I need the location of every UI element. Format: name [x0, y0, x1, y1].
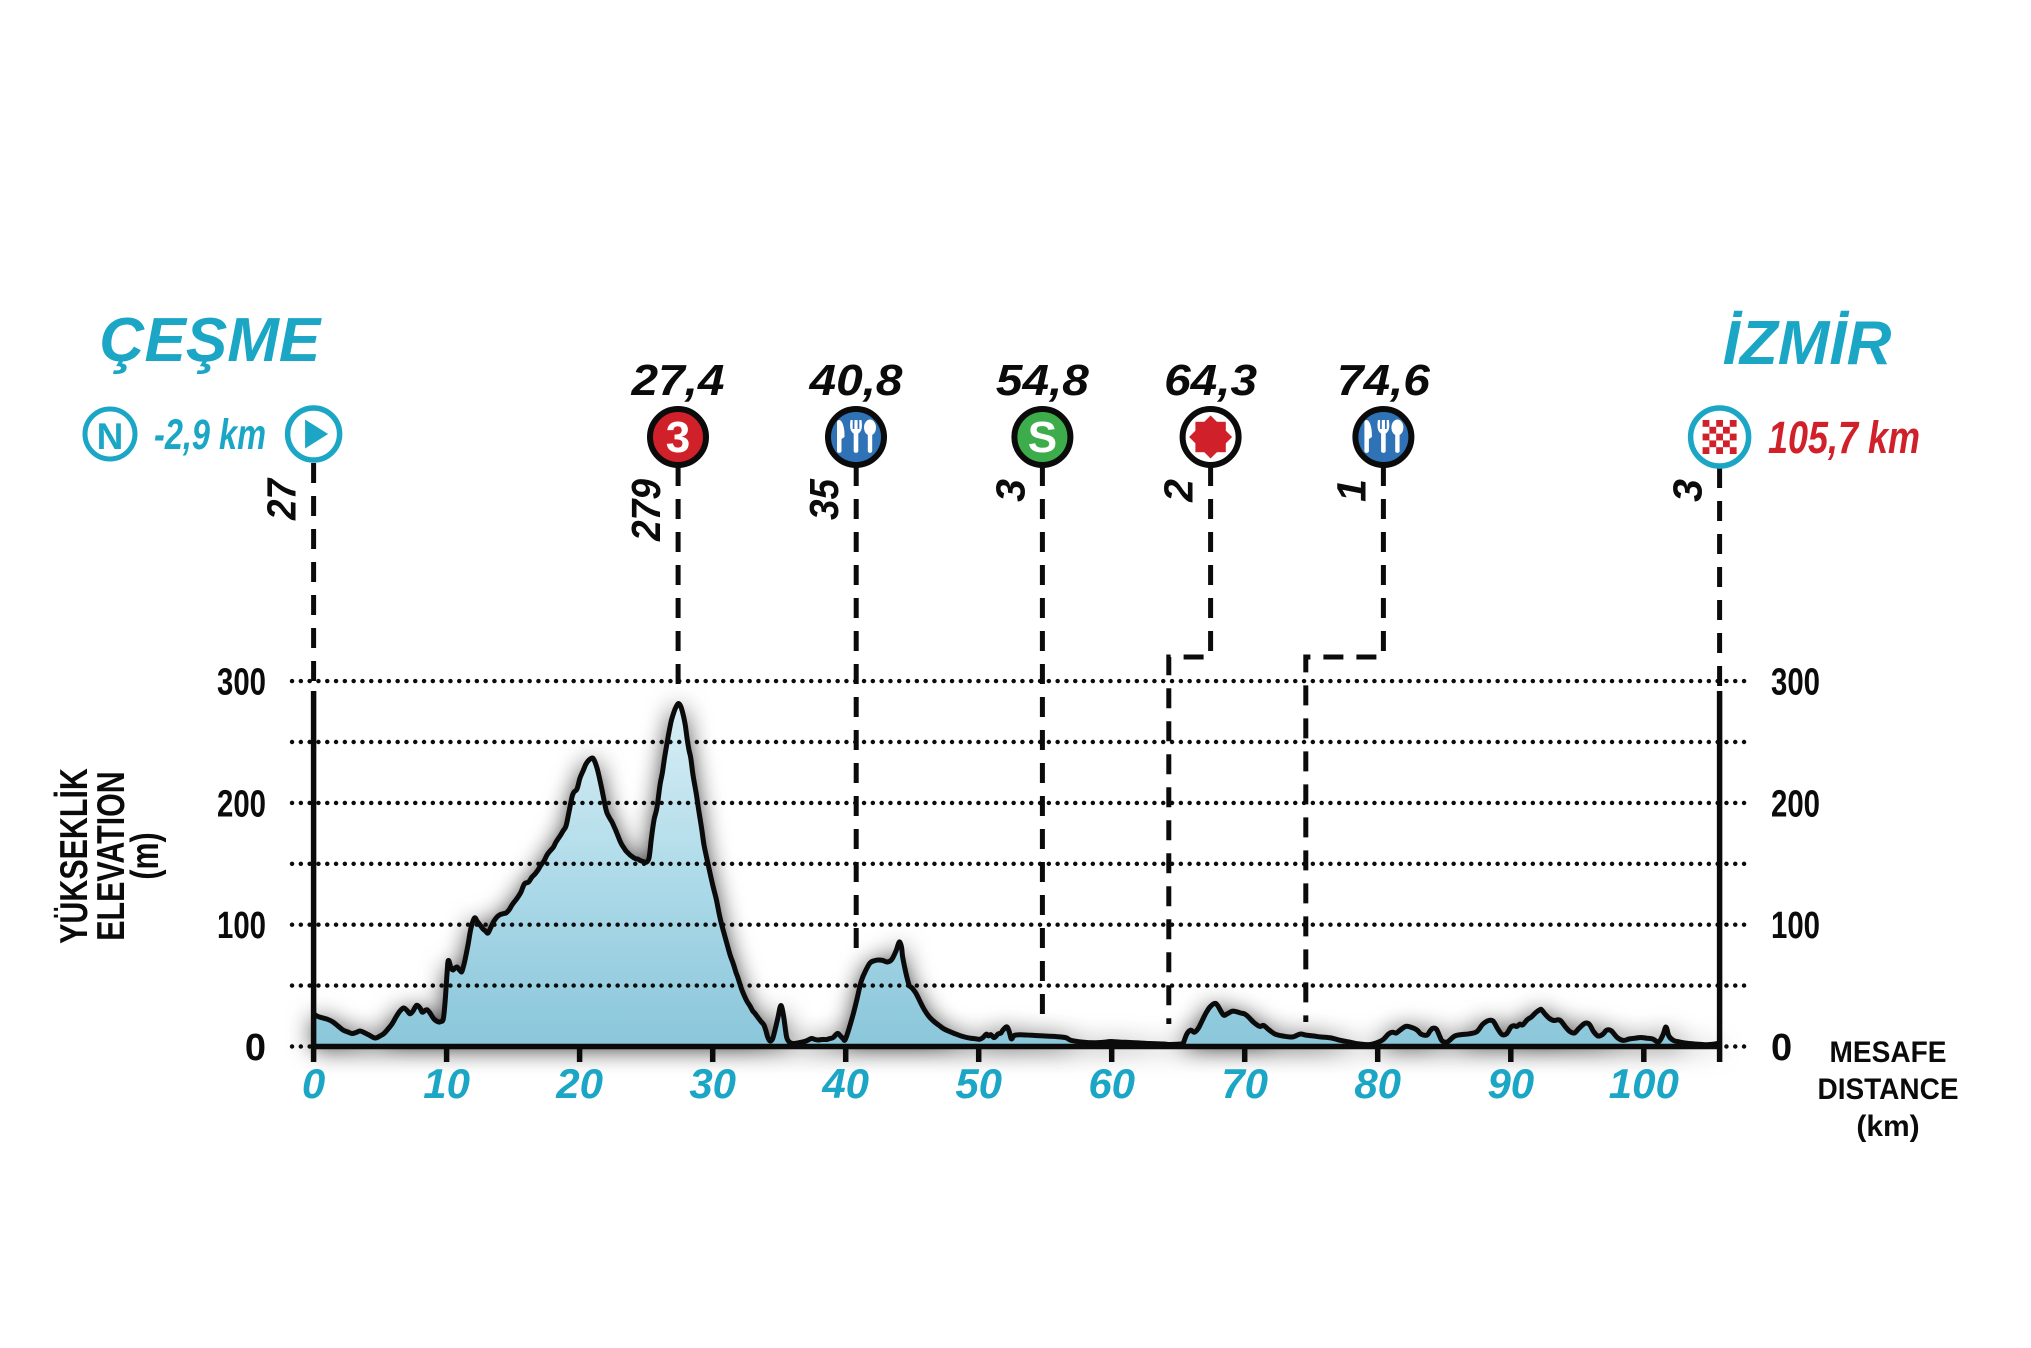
svg-text:300: 300: [1771, 662, 1820, 704]
svg-text:64,3: 64,3: [1164, 356, 1257, 405]
svg-text:ÇEŞME: ÇEŞME: [100, 306, 322, 375]
svg-text:27,4: 27,4: [630, 356, 724, 405]
svg-text:279: 279: [623, 479, 669, 542]
svg-text:DISTANCE: DISTANCE: [1818, 1073, 1959, 1106]
svg-text:100: 100: [1609, 1060, 1679, 1107]
svg-text:1: 1: [1328, 479, 1374, 502]
svg-text:İZMİR: İZMİR: [1723, 309, 1892, 378]
svg-text:ELEVATION: ELEVATION: [89, 771, 132, 941]
svg-text:70: 70: [1221, 1060, 1268, 1107]
svg-text:35: 35: [801, 478, 847, 520]
svg-text:50: 50: [955, 1060, 1002, 1107]
svg-text:3: 3: [666, 413, 690, 462]
svg-text:300: 300: [217, 662, 266, 704]
svg-text:MESAFE: MESAFE: [1830, 1036, 1947, 1069]
svg-text:60: 60: [1088, 1060, 1135, 1107]
svg-text:(km): (km): [1856, 1110, 1919, 1143]
svg-text:2: 2: [1156, 479, 1202, 503]
svg-text:74,6: 74,6: [1337, 356, 1431, 405]
svg-text:27: 27: [259, 477, 305, 521]
svg-text:100: 100: [1771, 905, 1820, 947]
svg-text:10: 10: [423, 1060, 470, 1107]
svg-text:200: 200: [217, 783, 266, 825]
svg-text:N: N: [97, 416, 124, 457]
svg-text:20: 20: [555, 1060, 603, 1107]
svg-text:40,8: 40,8: [808, 356, 903, 405]
svg-text:54,8: 54,8: [996, 356, 1090, 405]
svg-text:200: 200: [1771, 783, 1820, 825]
svg-text:90: 90: [1487, 1060, 1534, 1107]
svg-text:S: S: [1028, 413, 1057, 462]
svg-text:100: 100: [217, 905, 266, 947]
svg-text:3: 3: [1665, 479, 1711, 502]
svg-text:105,7 km: 105,7 km: [1768, 412, 1920, 463]
svg-text:40: 40: [821, 1060, 869, 1107]
svg-text:(m): (m): [123, 832, 166, 879]
svg-text:-2,9 km: -2,9 km: [154, 411, 266, 459]
svg-text:3: 3: [987, 479, 1033, 502]
svg-text:0: 0: [1771, 1027, 1792, 1069]
svg-text:0: 0: [245, 1027, 266, 1069]
svg-text:80: 80: [1354, 1060, 1401, 1107]
svg-text:30: 30: [689, 1060, 736, 1107]
svg-text:YÜKSEKLİK: YÜKSEKLİK: [52, 768, 95, 944]
svg-text:0: 0: [302, 1060, 325, 1107]
